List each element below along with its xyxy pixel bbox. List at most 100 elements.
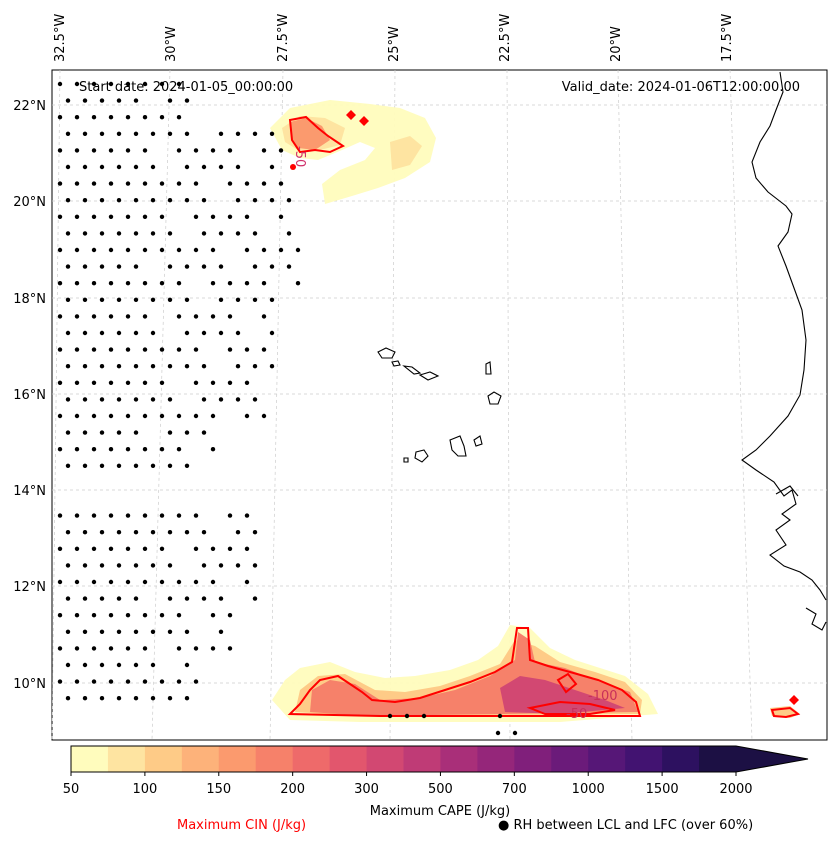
cin-contour-small-2 (770, 706, 801, 719)
cin-contour-label-south-2: -50 (566, 707, 587, 722)
rh-dot (210, 247, 216, 253)
rh-dot (65, 297, 71, 302)
rh-dot (218, 297, 224, 302)
rh-dot (91, 513, 97, 518)
rh-dot (235, 364, 241, 369)
rh-dot (57, 115, 63, 120)
rh-dot (57, 546, 63, 551)
cin-contour-south-outer (287, 627, 642, 717)
rh-dot (159, 546, 165, 551)
rh-dot (74, 148, 80, 153)
rh-dot (133, 330, 139, 336)
island-sal (485, 361, 492, 375)
rh-dot (295, 281, 301, 286)
colorbar-segment-12 (514, 746, 552, 772)
rh-dot (227, 148, 233, 153)
rh-dot (150, 397, 156, 402)
rh-stipple-dots (57, 81, 518, 736)
rh-dot (116, 563, 122, 568)
rh-dot (235, 231, 241, 236)
rh-dot (82, 563, 88, 568)
rh-dot (116, 198, 122, 203)
rh-dot (65, 530, 71, 535)
rh-dot (133, 563, 139, 568)
colorbar-segment-0 (71, 746, 109, 772)
rh-dot (108, 115, 114, 120)
rh-dot (184, 297, 190, 302)
rh-dot (91, 646, 97, 651)
rh-dot (74, 679, 80, 684)
rh-dot (99, 596, 105, 601)
rh-dot (133, 397, 139, 402)
rh-dot (184, 430, 190, 435)
rh-dot (91, 214, 97, 219)
rh-dot (82, 696, 88, 701)
rh-dot (142, 247, 148, 253)
rh-dot (244, 513, 250, 518)
colorbar-segment-6 (292, 746, 331, 772)
rh-dot (159, 613, 165, 618)
colorbar-segment-5 (255, 746, 294, 772)
rh-dot (210, 646, 216, 651)
rh-dot (184, 364, 190, 369)
rh-dot (184, 264, 190, 269)
rh-dot (210, 281, 216, 286)
rh-dot (193, 148, 199, 153)
rh-dot (252, 264, 258, 269)
lon-label-2: 27.5°W (276, 14, 291, 62)
rh-dot (210, 148, 216, 153)
rh-dot (193, 679, 199, 684)
rh-dot (193, 513, 199, 518)
rh-dot (142, 214, 148, 219)
rh-dot (82, 98, 88, 103)
rh-dot (91, 579, 97, 585)
cin-legend-label: Maximum CIN (J/kg) (177, 818, 307, 833)
rh-dot (252, 297, 258, 302)
rh-dot (133, 131, 139, 136)
rh-dot (244, 546, 250, 551)
rh-dot (295, 247, 301, 253)
rh-dot (286, 264, 292, 269)
rh-dot (108, 447, 114, 452)
rh-dot (244, 181, 250, 186)
cin-contour-south-inner (526, 700, 616, 715)
rh-dot (159, 513, 165, 518)
rh-dot (193, 646, 199, 651)
rh-dot (278, 181, 284, 186)
island-brava (403, 457, 409, 463)
colorbar-segment-14 (588, 746, 626, 772)
rh-dot (269, 264, 275, 269)
rh-dot (269, 364, 275, 369)
rh-dot (133, 463, 139, 468)
rh-dot (116, 596, 122, 601)
rh-dot (142, 347, 148, 352)
rh-dot (235, 530, 241, 535)
rh-dot (227, 646, 233, 651)
rh-dot (159, 679, 165, 684)
rh-dot (142, 613, 148, 618)
colorbar-segment-13 (551, 746, 589, 772)
rh-dot (261, 347, 267, 352)
rh-dot (125, 646, 131, 651)
rh-dot (99, 297, 105, 302)
rh-dot (176, 281, 182, 286)
rh-dot (201, 530, 207, 535)
rh-dot (91, 115, 97, 120)
rh-dot (82, 164, 88, 170)
rh-dot (184, 330, 190, 336)
rh-dot (176, 413, 182, 419)
rh-dot (125, 347, 131, 352)
lat-label-6: 10°N (13, 677, 46, 692)
rh-dot (142, 181, 148, 186)
rh-dot (261, 314, 267, 319)
rh-dot (252, 198, 258, 203)
rh-dot (244, 281, 250, 286)
rh-dot (218, 131, 224, 136)
rh-dot (116, 696, 122, 701)
rh-dot (150, 198, 156, 203)
rh-dot (218, 397, 224, 402)
rh-dot (91, 447, 97, 452)
rh-dot (91, 281, 97, 286)
rh-dot (150, 530, 156, 535)
rh-dot (74, 546, 80, 551)
